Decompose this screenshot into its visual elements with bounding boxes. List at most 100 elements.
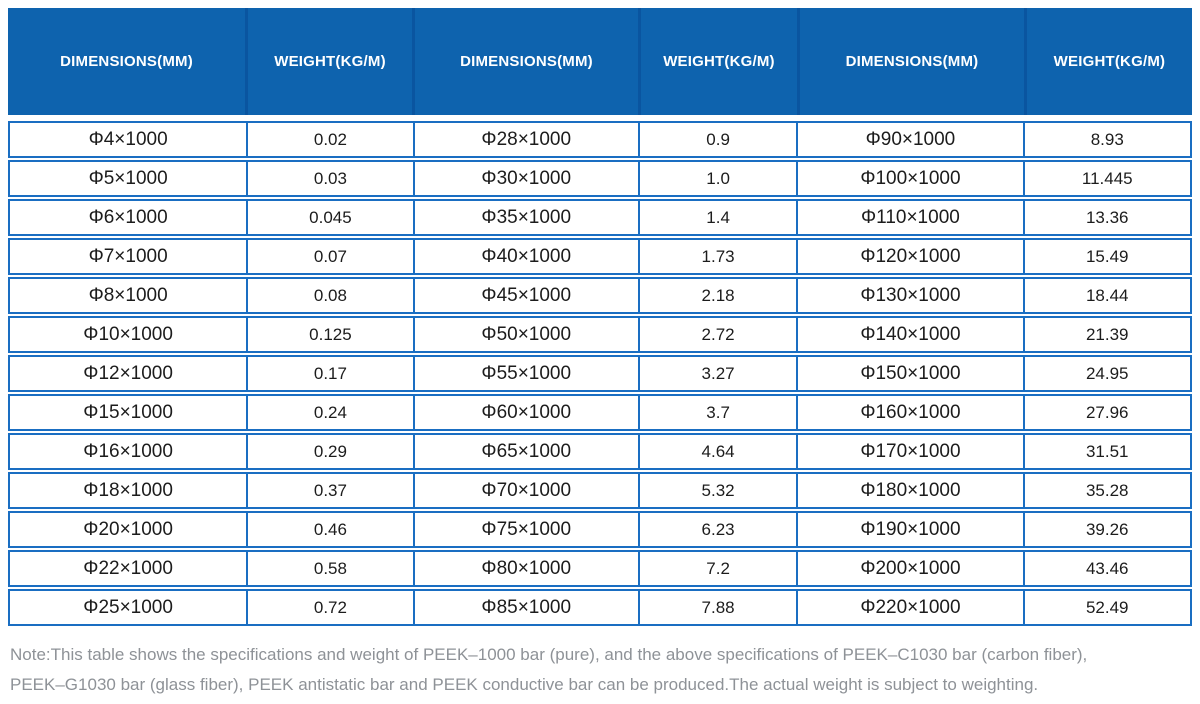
weight-cell: 0.37	[246, 474, 412, 507]
table-row: Φ20×1000 0.46 Φ75×1000 6.23 Φ190×1000 39.26	[8, 511, 1192, 548]
table-body: Φ4×1000 0.02 Φ28×1000 0.9 Φ90×1000 8.93 Φ5×100…	[8, 121, 1192, 626]
weight-cell: 2.72	[637, 318, 796, 351]
dimension-cell: Φ25×1000	[83, 596, 173, 618]
note-line-2: PEEK–G1030 bar (glass fiber), PEEK antis…	[10, 675, 1039, 694]
dimension-cell: Φ15×1000	[83, 401, 173, 423]
dimension-cell: Φ160×1000	[796, 396, 1022, 429]
dimension-cell: Φ190×1000	[796, 513, 1022, 546]
dimension-cell: Φ8×1000	[88, 284, 168, 306]
dimension-cell: Φ18×1000	[83, 479, 173, 501]
dimension-cell: Φ40×1000	[412, 240, 638, 273]
table-row: Φ18×1000 0.37 Φ70×1000 5.32 Φ180×1000 35.28	[8, 472, 1192, 509]
weight-cell: 15.49	[1022, 240, 1190, 273]
weight-cell: 0.29	[246, 435, 412, 468]
header-dimensions-3: DIMENSIONS(MM)	[796, 8, 1024, 115]
dimension-cell: Φ180×1000	[796, 474, 1022, 507]
dimension-cell: Φ7×1000	[88, 245, 168, 267]
dimension-cell: Φ110×1000	[796, 201, 1022, 234]
weight-cell: 11.445	[1022, 162, 1190, 195]
dimension-cell: Φ130×1000	[796, 279, 1022, 312]
dimension-cell: Φ170×1000	[796, 435, 1022, 468]
weight-cell: 0.07	[246, 240, 412, 273]
weight-cell: 1.4	[637, 201, 796, 234]
weight-cell: 27.96	[1022, 396, 1190, 429]
dimension-cell: Φ100×1000	[796, 162, 1022, 195]
weight-cell: 52.49	[1022, 591, 1190, 624]
header-weight-2: WEIGHT(KG/M)	[637, 8, 797, 115]
weight-cell: 6.23	[637, 513, 796, 546]
dimension-cell: Φ30×1000	[412, 162, 638, 195]
dimension-cell: Φ20×1000	[83, 518, 173, 540]
table-row: Φ4×1000 0.02 Φ28×1000 0.9 Φ90×1000 8.93	[8, 121, 1192, 158]
weight-cell: 13.36	[1022, 201, 1190, 234]
header-dimensions-1: DIMENSIONS(MM)	[60, 53, 193, 70]
weight-cell: 1.73	[637, 240, 796, 273]
weight-cell: 0.125	[246, 318, 412, 351]
dimension-cell: Φ85×1000	[412, 591, 638, 624]
table-row: Φ10×1000 0.125 Φ50×1000 2.72 Φ140×1000 21.39	[8, 316, 1192, 353]
weight-cell: 21.39	[1022, 318, 1190, 351]
dimension-cell: Φ200×1000	[796, 552, 1022, 585]
header-dimensions-2: DIMENSIONS(MM)	[411, 8, 638, 115]
dimension-cell: Φ55×1000	[412, 357, 638, 390]
spec-table: DIMENSIONS(MM) WEIGHT(KG/M) DIMENSIONS(M…	[8, 8, 1192, 700]
weight-cell: 0.72	[246, 591, 412, 624]
dimension-cell: Φ150×1000	[796, 357, 1022, 390]
dimension-cell: Φ60×1000	[412, 396, 638, 429]
weight-cell: 2.18	[637, 279, 796, 312]
weight-cell: 0.24	[246, 396, 412, 429]
table-row: Φ22×1000 0.58 Φ80×1000 7.2 Φ200×1000 43.46	[8, 550, 1192, 587]
dimension-cell: Φ10×1000	[83, 323, 173, 345]
dimension-cell: Φ4×1000	[88, 128, 168, 150]
dimension-cell: Φ220×1000	[796, 591, 1022, 624]
table-row: Φ15×1000 0.24 Φ60×1000 3.7 Φ160×1000 27.96	[8, 394, 1192, 431]
weight-cell: 0.03	[246, 162, 412, 195]
dimension-cell: Φ65×1000	[412, 435, 638, 468]
weight-cell: 7.88	[637, 591, 796, 624]
weight-cell: 24.95	[1022, 357, 1190, 390]
table-note: Note:This table shows the specifications…	[10, 640, 1192, 700]
table-row: Φ5×1000 0.03 Φ30×1000 1.0 Φ100×1000 11.445	[8, 160, 1192, 197]
weight-cell: 3.27	[637, 357, 796, 390]
dimension-cell: Φ12×1000	[83, 362, 173, 384]
dimension-cell: Φ22×1000	[83, 557, 173, 579]
table-row: Φ7×1000 0.07 Φ40×1000 1.73 Φ120×1000 15.49	[8, 238, 1192, 275]
note-line-1: Note:This table shows the specifications…	[10, 645, 1088, 664]
weight-cell: 35.28	[1022, 474, 1190, 507]
dimension-cell: Φ16×1000	[83, 440, 173, 462]
weight-cell: 0.08	[246, 279, 412, 312]
weight-cell: 5.32	[637, 474, 796, 507]
table-row: Φ16×1000 0.29 Φ65×1000 4.64 Φ170×1000 31.51	[8, 433, 1192, 470]
weight-cell: 0.46	[246, 513, 412, 546]
dimension-cell: Φ75×1000	[412, 513, 638, 546]
weight-cell: 4.64	[637, 435, 796, 468]
weight-cell: 0.9	[637, 123, 796, 156]
dimension-cell: Φ70×1000	[412, 474, 638, 507]
table-row: Φ12×1000 0.17 Φ55×1000 3.27 Φ150×1000 24.95	[8, 355, 1192, 392]
dimension-cell: Φ35×1000	[412, 201, 638, 234]
weight-cell: 18.44	[1022, 279, 1190, 312]
weight-cell: 1.0	[637, 162, 796, 195]
table-row: Φ6×1000 0.045 Φ35×1000 1.4 Φ110×1000 13.36	[8, 199, 1192, 236]
weight-cell: 7.2	[637, 552, 796, 585]
weight-cell: 43.46	[1022, 552, 1190, 585]
dimension-cell: Φ80×1000	[412, 552, 638, 585]
weight-cell: 0.045	[246, 201, 412, 234]
table-header-row: DIMENSIONS(MM) WEIGHT(KG/M) DIMENSIONS(M…	[8, 8, 1192, 115]
table-row: Φ25×1000 0.72 Φ85×1000 7.88 Φ220×1000 52.49	[8, 589, 1192, 626]
header-weight-3: WEIGHT(KG/M)	[1023, 8, 1192, 115]
weight-cell: 0.58	[246, 552, 412, 585]
dimension-cell: Φ140×1000	[796, 318, 1022, 351]
weight-cell: 8.93	[1022, 123, 1190, 156]
dimension-cell: Φ6×1000	[88, 206, 168, 228]
dimension-cell: Φ5×1000	[88, 167, 168, 189]
weight-cell: 0.02	[246, 123, 412, 156]
weight-cell: 0.17	[246, 357, 412, 390]
dimension-cell: Φ45×1000	[412, 279, 638, 312]
dimension-cell: Φ50×1000	[412, 318, 638, 351]
dimension-cell: Φ28×1000	[412, 123, 638, 156]
dimension-cell: Φ90×1000	[796, 123, 1022, 156]
weight-cell: 39.26	[1022, 513, 1190, 546]
dimension-cell: Φ120×1000	[796, 240, 1022, 273]
weight-cell: 3.7	[637, 396, 796, 429]
